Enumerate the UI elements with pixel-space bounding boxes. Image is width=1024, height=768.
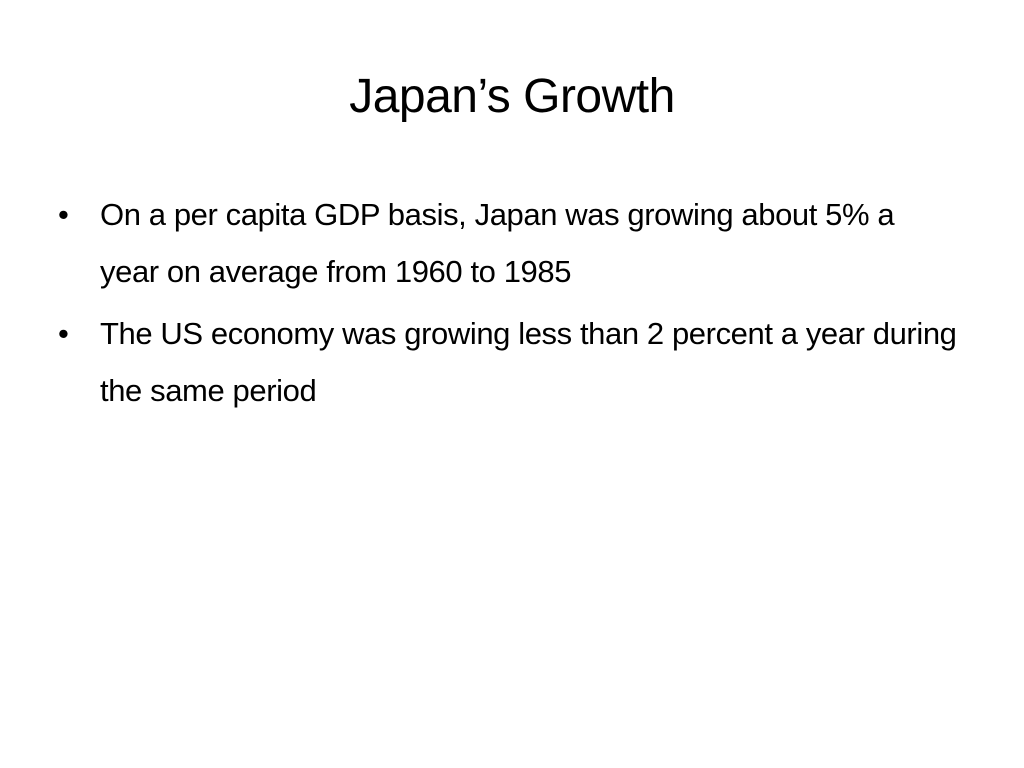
bullet-text: The US economy was growing less than 2 p… — [100, 316, 957, 408]
bullet-list: • On a per capita GDP basis, Japan was g… — [58, 186, 958, 424]
bullet-item-japan-growth: • On a per capita GDP basis, Japan was g… — [58, 186, 958, 300]
slide-title: Japan’s Growth — [349, 70, 675, 123]
bullet-marker: • — [58, 316, 69, 351]
bullet-marker: • — [58, 197, 69, 232]
bullet-text: On a per capita GDP basis, Japan was gro… — [100, 197, 895, 289]
bullet-item-us-growth: • The US economy was growing less than 2… — [58, 305, 958, 419]
